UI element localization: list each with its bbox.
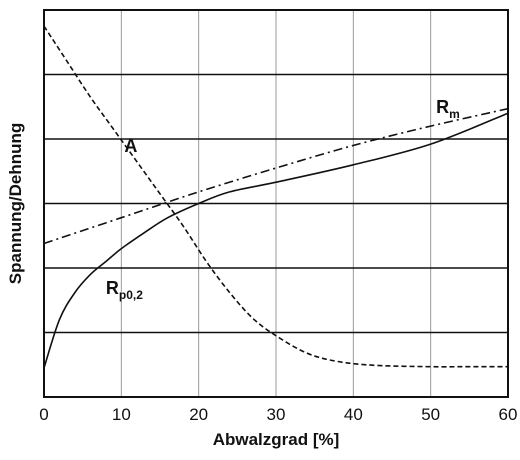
x-tick-label: 10 (112, 405, 131, 424)
x-tick-labels: 0 10 20 30 40 50 60 (39, 405, 517, 424)
grid (44, 10, 508, 397)
series-line (43, 25, 508, 368)
x-tick-label: 20 (189, 405, 208, 424)
x-tick-label: 0 (39, 405, 48, 424)
x-axis-title: Abwalzgrad [%] (213, 430, 340, 449)
plot-frame (43, 9, 509, 398)
series-annotations: A Rm Rp0,2 (106, 97, 460, 302)
series-line (43, 107, 509, 245)
x-tick-label: 30 (267, 405, 286, 424)
series-annotation: Rm (436, 97, 460, 121)
x-tick-label: 40 (344, 405, 363, 424)
series-lines (43, 25, 509, 369)
x-tick-label: 50 (421, 405, 440, 424)
series-annotation: Rp0,2 (106, 278, 143, 302)
x-tick-label: 60 (499, 405, 518, 424)
series-annotation: A (124, 136, 137, 156)
series-line (43, 112, 509, 369)
y-axis-title: Spannung/Dehnung (6, 123, 25, 284)
